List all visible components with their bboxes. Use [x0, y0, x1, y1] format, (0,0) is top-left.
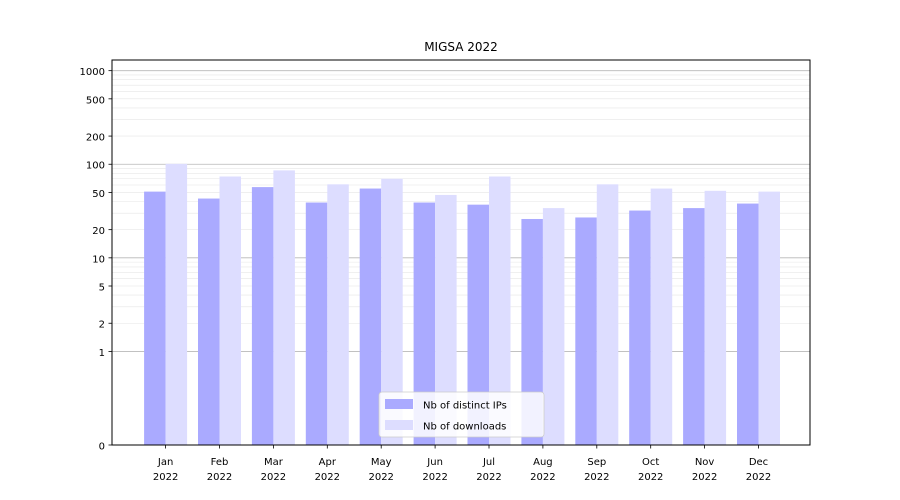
chart-title: MIGSA 2022	[424, 40, 498, 54]
bar-distinct-ips	[359, 188, 382, 445]
bar-downloads	[704, 190, 727, 445]
bar-distinct-ips	[575, 217, 597, 445]
y-tick-label: 1	[99, 348, 105, 359]
y-tick-label: 20	[92, 226, 105, 237]
x-tick-label: Feb 2022	[207, 457, 232, 483]
y-tick-label: 5	[99, 283, 105, 294]
bar-downloads	[381, 178, 403, 446]
bar-distinct-ips	[737, 203, 759, 445]
y-axis: 0 1 2 5 10 20 50 100 200 500 1000	[80, 67, 112, 453]
bar-downloads	[758, 191, 780, 445]
x-tick-label: Jan 2022	[153, 457, 178, 483]
y-tick-label: 1000	[80, 67, 105, 78]
bar-downloads	[435, 194, 457, 445]
bar-distinct-ips	[305, 202, 328, 445]
plot-frame	[111, 59, 811, 446]
y-tick-label: 50	[92, 189, 105, 200]
legend-swatch	[385, 420, 413, 430]
x-tick-label: Oct 2022	[638, 457, 663, 483]
y-tick-label: 100	[86, 161, 105, 172]
x-tick-label: May 2022	[368, 457, 393, 483]
x-axis: Jan 2022 Feb 2022 Mar 2022 Apr 2022 May 2022 Jun 20…	[153, 445, 771, 483]
bar-downloads	[650, 188, 673, 445]
bar-downloads	[165, 163, 188, 445]
bar-downloads	[273, 170, 295, 445]
bar-distinct-ips	[521, 218, 543, 445]
bar-downloads	[327, 184, 349, 445]
x-tick-label: Jun 2022	[422, 457, 447, 483]
bar-distinct-ips	[683, 208, 705, 445]
bar-distinct-ips	[198, 198, 220, 445]
bar-distinct-ips	[467, 204, 489, 445]
y-tick-label: 200	[86, 133, 105, 144]
legend: Nb of distinct IPs Nb of downloads	[378, 391, 545, 438]
bars	[144, 163, 780, 446]
legend-label: Nb of distinct IPs	[423, 401, 507, 412]
x-tick-label: Apr 2022	[315, 457, 340, 483]
bar-downloads	[542, 208, 565, 445]
x-tick-label: Nov 2022	[692, 457, 717, 483]
bar-distinct-ips	[144, 191, 166, 445]
x-tick-label: Jul 2022	[476, 457, 501, 483]
bar-distinct-ips	[413, 202, 436, 445]
y-tick-label: 0	[99, 442, 105, 453]
y-tick-label: 500	[86, 95, 105, 106]
legend-box	[378, 391, 545, 438]
bar-downloads	[596, 184, 619, 445]
x-tick-label: Sep 2022	[584, 457, 609, 483]
legend-label: Nb of downloads	[423, 422, 506, 433]
y-tick-label: 2	[99, 320, 105, 331]
bar-downloads	[219, 176, 241, 446]
bar-distinct-ips	[251, 187, 274, 445]
bar-downloads	[489, 176, 511, 446]
x-tick-label: Mar 2022	[261, 457, 286, 483]
x-tick-label: Dec 2022	[746, 457, 771, 483]
bar-distinct-ips	[629, 210, 651, 445]
x-tick-label: Aug 2022	[530, 457, 555, 483]
legend-swatch	[385, 399, 413, 409]
y-tick-label: 10	[92, 254, 105, 265]
